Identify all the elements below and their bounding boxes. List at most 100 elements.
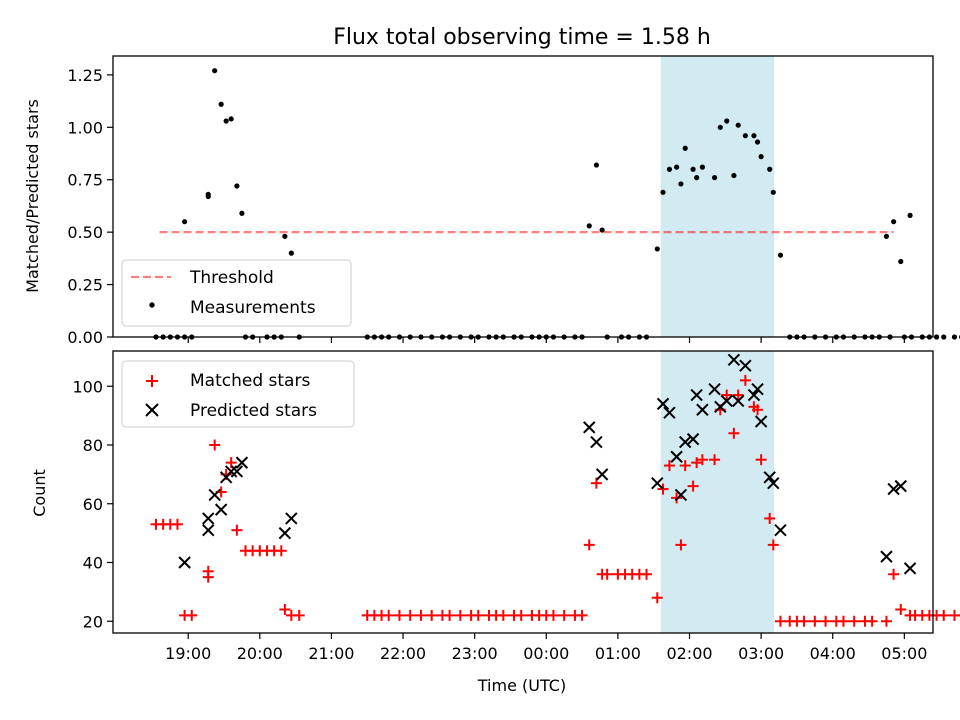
matched-star-point <box>880 615 892 627</box>
predicted-star-point <box>739 359 752 372</box>
predicted-star-point <box>747 388 761 402</box>
matched-star-point <box>774 615 786 627</box>
x-tick-label: 20:00 <box>237 644 283 663</box>
measurement-point <box>891 219 897 225</box>
y-tick-label: 40 <box>83 554 103 573</box>
matched-star-point <box>687 480 699 492</box>
measurement-point <box>758 154 764 160</box>
matched-star-point <box>675 539 687 551</box>
matched-star-point <box>837 615 849 627</box>
bottom-axes-frame <box>112 350 934 634</box>
predicted-star-point <box>202 523 215 537</box>
predicted-star-point <box>903 562 917 575</box>
x-tick-label: 21:00 <box>308 644 354 663</box>
matched-star-point <box>293 609 305 621</box>
predicted-star-point <box>674 488 688 502</box>
matched-star-point <box>691 457 703 469</box>
measurement-point <box>234 183 240 189</box>
bottom-legend-box <box>121 360 355 428</box>
measurement-point <box>751 133 757 139</box>
matched-star-point <box>663 460 675 472</box>
matched-star-point <box>275 545 287 557</box>
matched-star-point <box>767 539 779 551</box>
measurement-point <box>941 334 947 340</box>
matched-star-point <box>454 609 466 621</box>
predicted-star-point <box>767 476 780 490</box>
matched-star-point <box>202 571 214 583</box>
matched-star-point <box>209 439 221 451</box>
matched-star-point <box>732 389 744 401</box>
measurement-point <box>690 166 696 172</box>
top-axes-frame <box>112 55 934 338</box>
top-highlight-span <box>660 56 775 337</box>
predicted-star-point <box>202 512 215 525</box>
matched-star-point <box>497 609 509 621</box>
measurement-point <box>754 139 761 145</box>
predicted-star-point <box>208 488 221 502</box>
matched-star-point <box>696 454 708 466</box>
predicted-star-point <box>708 382 721 396</box>
predicted-star-point <box>583 421 596 434</box>
predicted-star-point <box>887 482 900 496</box>
measurement-point <box>694 175 700 181</box>
y-tick-label: 60 <box>83 495 103 514</box>
measurement-point <box>212 68 218 74</box>
matched-star-point <box>515 609 527 621</box>
measurement-point <box>682 145 688 151</box>
measurement-point <box>218 101 224 107</box>
matched-star-point <box>576 609 588 621</box>
predicted-star-point <box>690 388 703 402</box>
x-tick-label: 00:00 <box>523 644 569 663</box>
matched-star-point <box>866 615 878 627</box>
matched-star-point <box>728 427 740 439</box>
measurement-point <box>777 252 784 258</box>
measurement-point <box>205 193 211 200</box>
x-tick-label: 19:00 <box>165 644 211 663</box>
measurement-point <box>599 227 605 233</box>
top-x-ticks <box>187 337 905 343</box>
matched-star-point <box>809 615 821 627</box>
matched-star-point <box>956 614 960 617</box>
matched-star-point <box>444 609 456 621</box>
legend-measurements-label: Measurements <box>190 298 316 318</box>
y-tick-label: 100 <box>72 377 103 396</box>
predicted-star-point <box>894 479 907 493</box>
measurement-point <box>742 133 748 139</box>
predicted-star-point <box>720 394 733 408</box>
measurement-point <box>907 212 913 218</box>
top-legend-box <box>121 259 352 327</box>
matched-stars-points <box>150 374 960 627</box>
matched-star-point <box>764 512 776 524</box>
predicted-star-point <box>663 406 676 419</box>
matched-star-point <box>186 609 198 621</box>
matched-star-point <box>601 568 613 580</box>
top-y-ticks: 0.00 0.25 0.50 0.75 1.00 1.25 <box>67 66 113 347</box>
measurement-point <box>735 122 741 128</box>
x-tick-label: 05:00 <box>881 644 927 663</box>
bottom-y-ticks: 20 40 60 80 100 <box>72 377 113 631</box>
predicted-star-point <box>278 526 292 540</box>
measurement-point <box>717 124 723 130</box>
predicted-star-point <box>595 468 609 481</box>
measurement-point <box>228 116 234 122</box>
top-axes: 0.00 0.25 0.50 0.75 1.00 1.25 Matched/Predict… <box>23 55 960 347</box>
measurement-point <box>883 233 890 239</box>
y-tick-label: 0.75 <box>67 171 103 190</box>
measurement-point <box>239 210 245 216</box>
matched-star-point <box>279 604 291 615</box>
x-tick-label: 22:00 <box>380 644 426 663</box>
measurement-point <box>666 166 673 172</box>
matched-star-point <box>383 609 395 621</box>
matched-star-point <box>739 374 751 386</box>
predicted-star-point <box>731 394 745 408</box>
predicted-stars-points <box>178 353 917 575</box>
bottom-x-ticks: 19:00 20:00 21:00 22:00 23:00 00:00 01:00 02:00… <box>165 633 927 663</box>
measurement-point <box>711 175 718 181</box>
predicted-star-point <box>224 465 238 478</box>
matched-star-point <box>558 609 570 621</box>
predicted-star-point <box>686 432 700 446</box>
matched-star-point <box>171 518 183 530</box>
legend-matched-swatch <box>146 375 158 387</box>
